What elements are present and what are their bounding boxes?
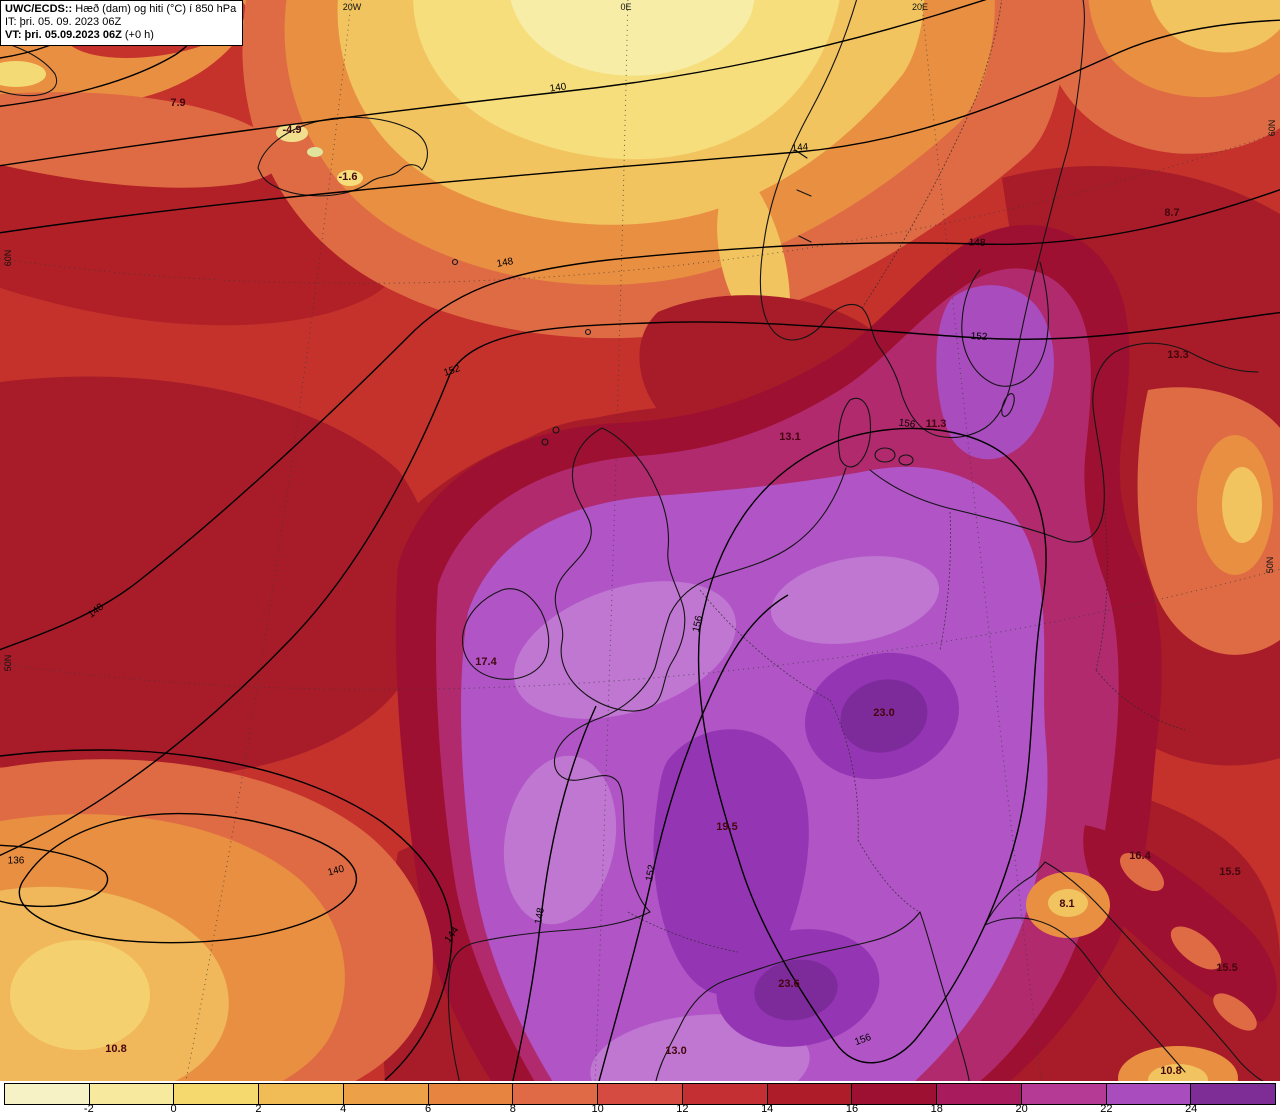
colorbar-tick-label: 14 xyxy=(761,1103,774,1115)
colorbar-segment xyxy=(682,1084,768,1104)
colorbar-segment xyxy=(428,1084,514,1104)
colorbar-segments xyxy=(4,1083,1276,1105)
colorbar-segment xyxy=(174,1084,260,1104)
colorbar-tick-label: 18 xyxy=(930,1103,943,1115)
colorbar-tick-label: -2 xyxy=(83,1103,94,1115)
map-area: 20W 0E 20E 60N 50N 60N 50N 140 144 148 148 152 152 1… xyxy=(0,0,1280,1081)
init-time: IT: þri. 05. 09. 2023 06Z xyxy=(5,16,122,28)
country-borders xyxy=(627,0,1186,953)
colorbar-segment xyxy=(5,1084,90,1104)
colorbar-segment xyxy=(598,1084,683,1104)
colorbar-tick-label: 16 xyxy=(845,1103,859,1115)
colorbar-segment xyxy=(343,1084,429,1104)
colorbar-tick-label: 24 xyxy=(1185,1103,1198,1115)
temperature-fill-layer xyxy=(0,0,1280,1081)
page-title: Hæð (dam) og hiti (°C) í 850 hPa xyxy=(72,3,237,15)
colorbar-tick-label: 0 xyxy=(170,1103,177,1115)
colorbar-segment xyxy=(259,1084,344,1104)
valid-time: VT: þri. 05.09.2023 06Z (+0 h) xyxy=(5,29,154,41)
title-box: UWC/ECDS:: Hæð (dam) og hiti (°C) í 850 … xyxy=(0,0,244,46)
colorbar-segment xyxy=(1191,1084,1276,1104)
colorbar-segment xyxy=(852,1084,938,1104)
coastlines xyxy=(0,0,1264,1081)
colorbar-tick-label: 8 xyxy=(509,1103,516,1115)
colorbar-tick-label: 22 xyxy=(1100,1103,1113,1115)
weather-map-svg xyxy=(0,0,1280,1081)
colorbar-segment xyxy=(937,1084,1022,1104)
colorbar-tick-label: 12 xyxy=(676,1103,689,1115)
colorbar: -2 0 2 4 6 8 10 12 14 16 18 20 22 24 xyxy=(0,1081,1280,1115)
colorbar-ticks: -2 0 2 4 6 8 10 12 14 16 18 20 22 24 xyxy=(4,1103,1276,1115)
colorbar-tick-label: 2 xyxy=(255,1103,262,1115)
colorbar-segment xyxy=(513,1084,599,1104)
colorbar-tick-label: 6 xyxy=(424,1103,432,1115)
title-line-1: UWC/ECDS:: Hæð (dam) og hiti (°C) í 850 … xyxy=(5,3,236,16)
graticule xyxy=(0,0,1280,1081)
colorbar-segment xyxy=(1021,1084,1107,1104)
colorbar-tick-label: 4 xyxy=(340,1103,347,1115)
colorbar-segment xyxy=(1106,1084,1192,1104)
colorbar-tick-label: 10 xyxy=(591,1103,604,1115)
colorbar-segment xyxy=(767,1084,853,1104)
product-id: UWC/ECDS:: xyxy=(5,3,73,15)
colorbar-segment xyxy=(89,1084,175,1104)
height-contours xyxy=(0,0,1280,1081)
colorbar-tick-label: 20 xyxy=(1015,1103,1028,1115)
